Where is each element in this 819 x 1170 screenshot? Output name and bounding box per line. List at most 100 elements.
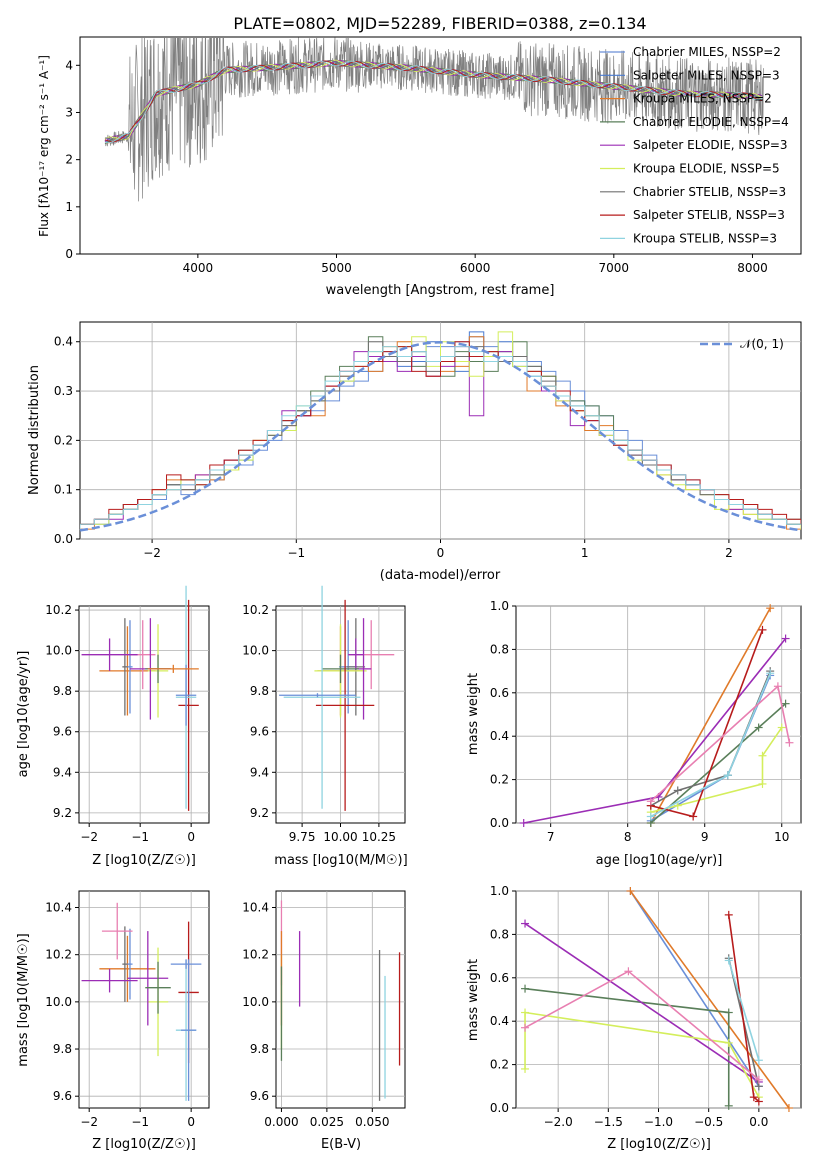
spectrum-xtick-label: 7000 [599,261,630,275]
weight-age-panel: 7 8 9 10 0.0 0.2 0.4 0.6 0.8 1.0 age [log10(age/y… [466,599,802,868]
weight-age-xtick-label: 10 [774,830,789,844]
age-mass-panel: 9.75 10.00 10.25 9.2 9.4 9.6 9.8 10.0 10.2 mass … [242,585,408,868]
mass-ebv-ytick-label: 9.8 [250,1042,269,1056]
age-mass-xtick-label: 9.75 [289,830,316,844]
normal-legend-label: 𝒩(0, 1) [740,337,784,351]
spectrum-legend-label: Chabrier STELIB, NSSP=3 [633,185,786,199]
spectrum-xtick-label: 5000 [321,261,352,275]
histogram-xtick-label: 1 [581,546,589,560]
weight-age-xtick-label: 8 [624,830,632,844]
spectrum-legend-label: Kroupa STELIB, NSSP=3 [633,231,777,245]
histogram-ytick-label: 0.4 [54,335,73,349]
weight-age-ylabel: mass weight [466,673,481,755]
age-mass-xlabel: mass [log10(M/M☉)] [274,853,407,868]
weight-z-line [629,890,790,1109]
mass-z-ylabel: mass [log10(M/M☉)] [16,933,31,1066]
histogram-ytick-label: 0.2 [54,433,73,447]
age-z-xtick-label: −1 [131,830,149,844]
age-z-ytick-label: 10.2 [45,603,72,617]
spectrum-legend-label: Kroupa ELODIE, NSSP=5 [633,162,780,176]
spectrum-ytick-label: 1 [65,200,73,214]
spectrum-model-line [104,60,763,144]
mass-z-ytick-label: 9.8 [53,1042,72,1056]
weight-age-ytick-label: 1.0 [490,599,509,613]
age-mass-ytick-label: 10.2 [242,603,269,617]
spectrum-legend-label: Salpeter ELODIE, NSSP=3 [633,138,788,152]
age-z-ylabel: age [log10(age/yr)] [16,651,31,778]
weight-z-xtick-label: −0.5 [694,1115,723,1129]
spectrum-legend-label: Salpeter MILES, NSSP=3 [633,68,780,82]
age-z-xtick-label: −2 [80,830,98,844]
weight-age-ytick-label: 0.0 [490,816,509,830]
age-mass-ytick-label: 9.2 [250,806,269,820]
weight-z-ylabel: mass weight [466,959,481,1041]
weight-age-ytick-label: 0.4 [490,729,509,743]
age-z-ytick-label: 9.2 [53,806,72,820]
weight-z-ytick-label: 0.2 [490,1058,509,1072]
age-mass-content: 9.75 10.00 10.25 9.2 9.4 9.6 9.8 10.0 10.2 [242,585,405,844]
mass-ebv-xtick-label: 0.050 [355,1115,389,1129]
age-z-ytick-label: 9.6 [53,725,72,739]
spectrum-ytick-label: 2 [65,153,73,167]
weight-z-line [524,1011,760,1098]
spectrum-legend-label: Salpeter STELIB, NSSP=3 [633,208,785,222]
age-mass-ytick-label: 10.0 [242,644,269,658]
mass-z-xtick-label: −1 [131,1115,149,1129]
spectrum-panel: 4000 5000 6000 7000 8000 0 1 2 3 4 Chabrier MILES,… [37,36,802,298]
spectrum-ytick-label: 4 [65,58,73,72]
weight-z-xtick-label: 0.0 [749,1115,768,1129]
spectrum-ytick-label: 3 [65,105,73,119]
spectrum-title: PLATE=0802, MJD=52289, FIBERID=0388, z=0… [233,14,646,33]
weight-age-axes [515,605,802,824]
weight-z-xtick-label: −1.5 [594,1115,623,1129]
normal-curve [79,340,802,532]
weight-z-ytick-label: 0.0 [490,1101,509,1115]
weight-age-line [650,727,783,813]
histogram-xlabel: (data-model)/error [380,568,501,583]
weight-age-line [650,607,771,824]
mass-z-xlabel: Z [log10(Z/Z☉)] [92,1137,196,1152]
mass-z-xtick-label: 0 [187,1115,195,1129]
histogram-ytick-label: 0.3 [54,384,73,398]
weight-z-line [524,922,760,1083]
mass-z-panel: −2 −1 09.69.810.010.210.4 Z [log10(Z/Z☉)] … [16,890,210,1152]
histogram-xtick-label: −2 [143,546,161,560]
weight-z-ytick-label: 0.8 [490,927,509,941]
mass-z-ytick-label: 10.2 [45,948,72,962]
histogram-xtick-label: 0 [437,546,445,560]
spectrum-content: 4000 5000 6000 7000 8000 0 1 2 3 4 Chabrier MILES,… [65,37,789,275]
histogram-xtick-label: 2 [725,546,733,560]
spectrum-data-line [104,37,764,202]
histogram-content: −2 −1 0 1 2 0.0 0.1 0.2 0.3 0.4 𝒩(0, 1) [54,322,802,560]
weight-age-xlabel: age [log10(age/yr)] [596,853,723,868]
histogram-panel: −2 −1 0 1 2 0.0 0.1 0.2 0.3 0.4 𝒩(0, 1) (data-mode… [27,321,802,583]
mass-ebv-axes [275,890,406,1109]
mass-ebv-panel: 0.000 0.025 0.050 9.6 9.8 10.0 10.2 10.4 E(B-V) [242,890,406,1152]
histogram-step-series [80,346,801,530]
weight-z-line [727,960,760,1061]
age-mass-xtick-label: 10.00 [323,830,357,844]
age-z-ytick-label: 10.0 [45,644,72,658]
weight-z-line [629,890,760,1087]
mass-ebv-ytick-label: 10.4 [242,901,269,915]
weight-z-ytick-label: 1.0 [490,884,509,898]
mass-z-axes [78,890,210,1109]
weight-z-content: −2.0 −1.5 −1.0 −0.5 0.0 0.0 0.2 0.4 0.6 0.8 1.0 [490,884,801,1129]
weight-age-xtick-label: 7 [547,830,555,844]
age-z-xtick-label: 0 [187,830,195,844]
spectrum-xtick-label: 6000 [460,261,491,275]
age-mass-xtick-label: 10.25 [362,830,396,844]
weight-age-ytick-label: 0.8 [490,642,509,656]
spectrum-ytick-label: 0 [65,247,73,261]
histogram-ytick-label: 0.0 [54,532,73,546]
mass-z-content: −2 −1 0 9.6 9.8 10.0 10.2 10.4 [45,891,209,1129]
weight-age-content: 7 8 9 10 0.0 0.2 0.4 0.6 0.8 1.0 [490,599,801,844]
spectrum-xtick-label: 8000 [737,261,768,275]
spectrum-legend-label: Chabrier MILES, NSSP=2 [633,45,781,59]
spectrum-axes [79,36,802,255]
weight-z-line [524,970,760,1081]
weight-z-ytick-label: 0.4 [490,1014,509,1028]
age-mass-ytick-label: 9.8 [250,684,269,698]
age-z-xlabel: Z [log10(Z/Z☉)] [92,853,196,868]
spectrum-legend-label: Chabrier ELODIE, NSSP=4 [633,115,789,129]
